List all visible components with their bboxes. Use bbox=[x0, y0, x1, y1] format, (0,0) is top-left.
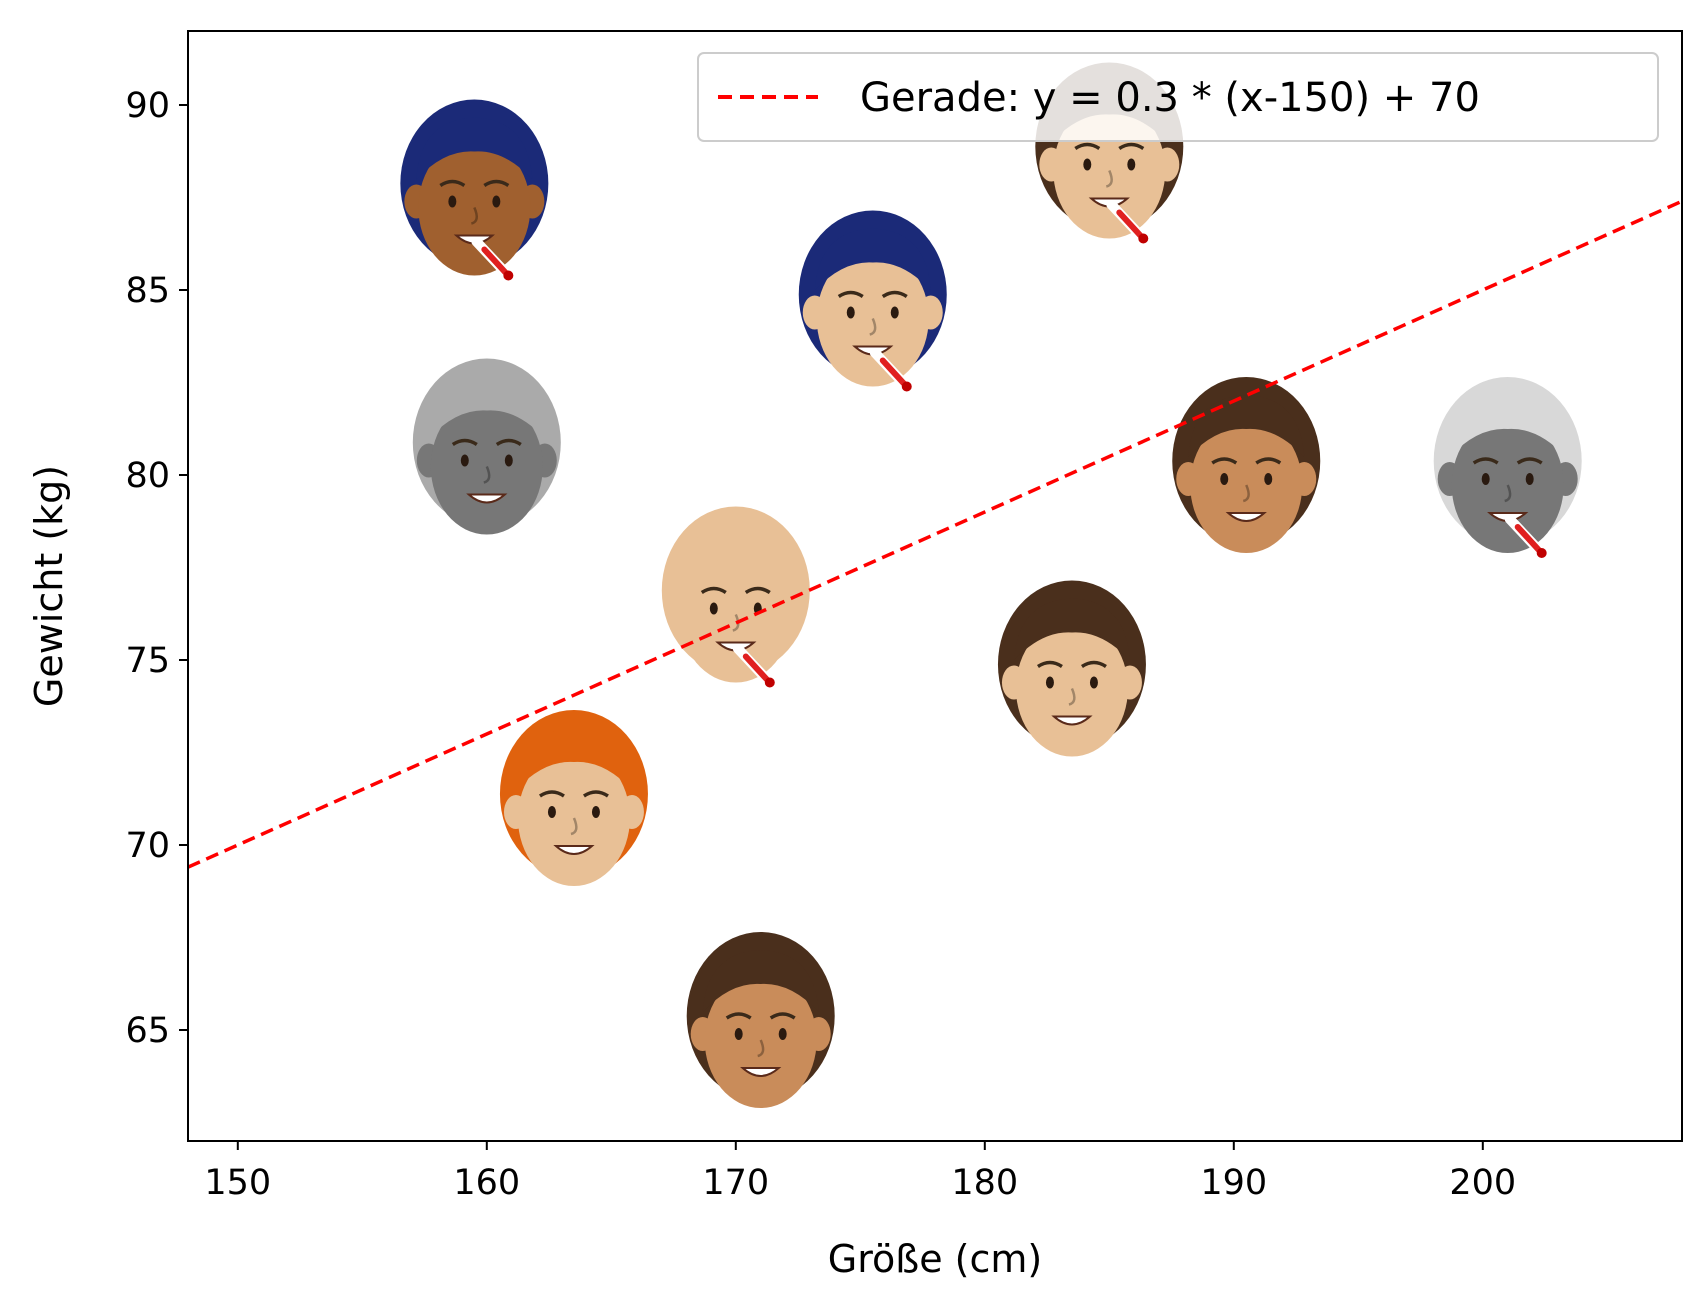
plot-frame bbox=[187, 30, 1683, 1142]
legend: Gerade: y = 0.3 * (x-150) + 70 bbox=[697, 52, 1659, 142]
woman-buns-thermometer-icon bbox=[400, 99, 549, 281]
x-tick-label: 170 bbox=[702, 1163, 769, 1203]
woman-grey-hair-thermometer-icon bbox=[1433, 377, 1582, 558]
woman-braids-thermometer-icon bbox=[798, 210, 947, 392]
x-tick-label: 190 bbox=[1200, 1163, 1267, 1203]
legend-frame bbox=[697, 52, 1659, 142]
y-tick-label: 75 bbox=[125, 641, 170, 681]
x-tick-label: 180 bbox=[951, 1163, 1018, 1203]
face-markers bbox=[400, 62, 1582, 1108]
y-tick-label: 80 bbox=[125, 456, 170, 496]
y-tick-label: 85 bbox=[125, 271, 170, 311]
man-braids-beard-icon bbox=[686, 932, 835, 1108]
y-tick-label: 90 bbox=[125, 86, 170, 126]
bald-man-glasses-thermometer-icon bbox=[661, 506, 810, 688]
x-tick-label: 150 bbox=[204, 1163, 271, 1203]
x-tick-label: 200 bbox=[1449, 1163, 1516, 1203]
legend-label: Gerade: y = 0.3 * (x-150) + 70 bbox=[860, 75, 1480, 121]
woman-curly-hair-earrings-icon bbox=[1172, 377, 1321, 553]
x-tick-label: 160 bbox=[453, 1163, 520, 1203]
x-axis-ticks: 150 160 170 180 190 200 bbox=[204, 1141, 1516, 1203]
y-axis-ticks: 65 70 75 80 85 90 bbox=[125, 86, 188, 1051]
y-axis-label: Gewicht (kg) bbox=[27, 465, 71, 707]
woman-red-hair-glasses-icon bbox=[499, 710, 648, 886]
x-axis-label: Größe (cm) bbox=[828, 1237, 1042, 1281]
y-tick-label: 70 bbox=[125, 826, 170, 866]
woman-hijab-grey-icon bbox=[412, 358, 561, 535]
fit-line-group bbox=[188, 199, 1682, 869]
fit-line bbox=[188, 199, 1682, 869]
y-tick-label: 65 bbox=[125, 1011, 170, 1051]
man-glasses-smiling-icon bbox=[997, 580, 1146, 757]
